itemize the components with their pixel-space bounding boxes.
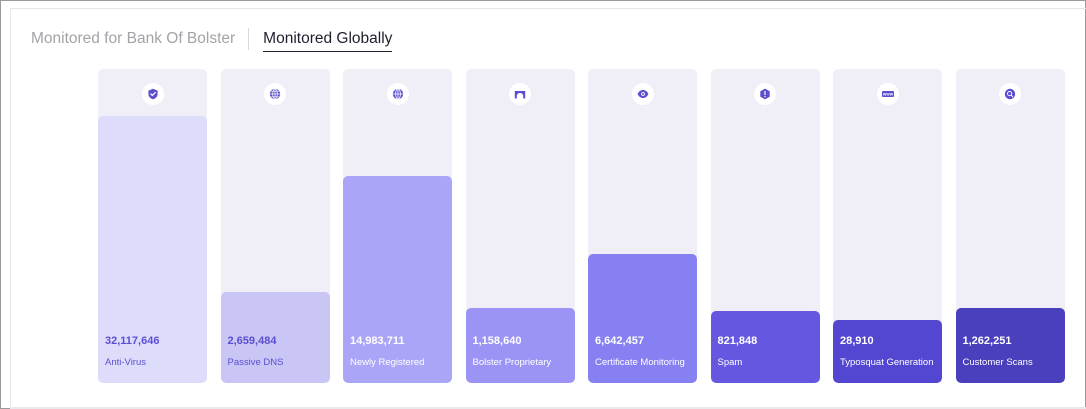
www-icon: WWW [876, 83, 899, 105]
globe-icon [386, 83, 409, 105]
panel-left-border [10, 8, 11, 409]
bar-value-label: 1,262,251 [962, 335, 1012, 347]
bar-category-label: Bolster Proprietary [472, 357, 552, 368]
bar-value-label: 1,158,640 [472, 335, 522, 347]
bar-column-bolster-proprietary[interactable]: 1,158,640 Bolster Proprietary [465, 69, 575, 383]
bar-category-label: Spam [717, 357, 743, 368]
bar-value-label: 821,848 [717, 335, 758, 347]
panel-top-border [10, 8, 1086, 9]
bar-column-anti-virus[interactable]: 32,117,646 Anti-Virus [98, 69, 207, 383]
bar-category-label: Anti-Virus [105, 357, 147, 368]
alert-icon [754, 83, 776, 105]
tab-divider [248, 28, 250, 50]
bar-anti-virus [98, 116, 207, 383]
bar-category-label: Passive DNS [227, 357, 284, 368]
bar-spam [710, 311, 820, 383]
bar-bolster-proprietary [465, 308, 575, 383]
panel-bottom-border [10, 407, 1086, 409]
bar-category-label: Customer Scans [962, 357, 1033, 368]
bar-value-label: 2,659,484 [227, 335, 277, 347]
bar-category-label: Newly Registered [350, 357, 425, 368]
bar-value-label: 32,117,646 [105, 335, 160, 347]
bar-column-typosquat-generation[interactable]: WWW 28,910 Typosquat Generation [833, 69, 942, 383]
arch-icon [509, 83, 531, 105]
svg-text:WWW: WWW [882, 92, 893, 96]
bar-value-label: 14,983,711 [350, 335, 405, 347]
bar-category-label: Certificate Monitoring [595, 357, 685, 368]
bar-column-passive-dns[interactable]: 2,659,484 Passive DNS [220, 69, 330, 383]
bar-column-spam[interactable]: 821,848 Spam [710, 69, 820, 383]
bar-column-certificate-monitoring[interactable]: 6,642,457 Certificate Monitoring [588, 69, 697, 383]
bar-certificate-monitoring [588, 254, 697, 383]
shield-check-icon [141, 83, 164, 105]
bar-customer-scans [955, 308, 1065, 383]
bar-newly-registered [343, 176, 452, 383]
bar-column-customer-scans[interactable]: 1,262,251 Customer Scans [955, 69, 1065, 383]
bar-value-label: 6,642,457 [595, 335, 644, 347]
eye-icon [631, 83, 654, 105]
search-icon [999, 83, 1021, 105]
globe-dns-icon [264, 83, 286, 105]
bar-value-label: 28,910 [840, 335, 874, 347]
bar-column-newly-registered[interactable]: 14,983,711 Newly Registered [343, 69, 452, 383]
tab-monitored-for-org[interactable]: Monitored for Bank Of Bolster [31, 30, 236, 47]
bar-typosquat-generation [833, 320, 942, 383]
bar-category-label: Typosquat Generation [840, 357, 934, 368]
monitoring-tabs: Monitored for Bank Of Bolster Monitored … [31, 28, 393, 54]
bar-passive-dns [220, 292, 330, 383]
tab-monitored-globally[interactable]: Monitored Globally [263, 28, 393, 52]
